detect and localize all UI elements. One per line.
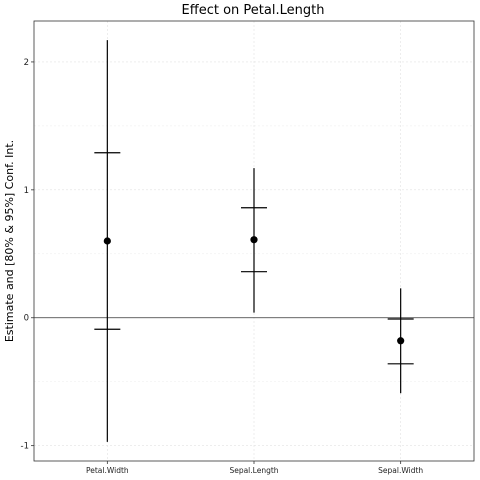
y-tick-label: -1 (21, 442, 29, 452)
x-tick-label: Sepal.Width (378, 466, 423, 475)
chart-title: Effect on Petal.Length (182, 3, 325, 18)
y-tick-label: 1 (24, 186, 29, 196)
x-tick-label: Sepal.Length (229, 466, 278, 475)
estimate-point (104, 237, 111, 244)
y-tick-label: 2 (24, 58, 29, 68)
axis-labels: -1 0 1 2 Petal.Width Sepal.Length Sepal.Width (21, 58, 424, 475)
estimate-point (250, 236, 257, 243)
estimate-point (397, 337, 404, 344)
x-tick-label: Petal.Width (86, 466, 129, 475)
y-axis-title: Estimate and [80% & 95%] Conf. Int. (3, 140, 16, 342)
y-tick-label: 0 (24, 314, 29, 324)
